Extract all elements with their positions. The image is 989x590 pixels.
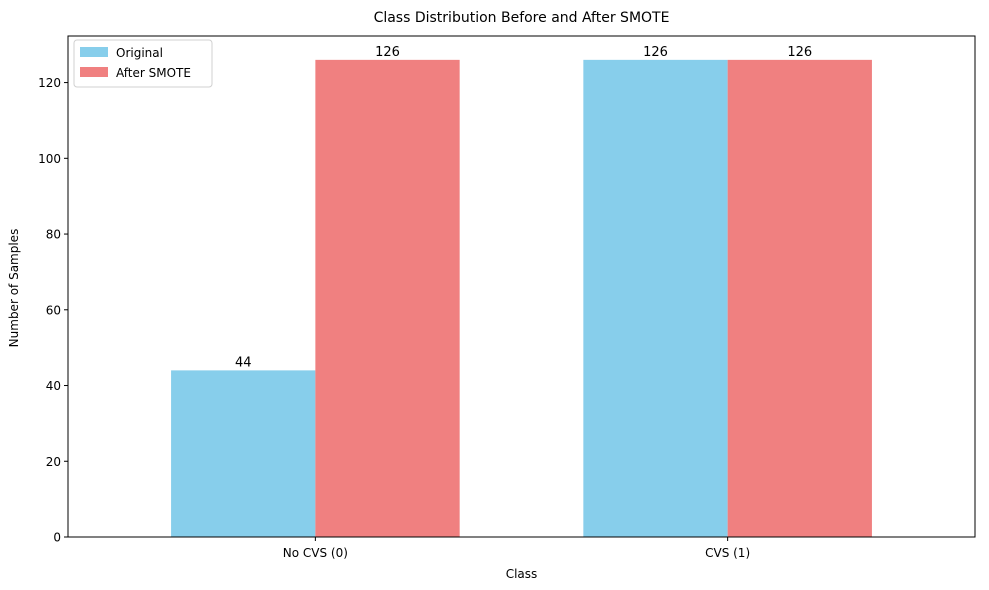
legend-swatch — [80, 67, 108, 77]
bar-original-0 — [171, 370, 316, 537]
legend: Original After SMOTE — [73, 39, 213, 88]
bar-after-smote-0 — [315, 59, 460, 538]
bar-after-smote-1 — [727, 59, 872, 538]
legend-label: After SMOTE — [116, 66, 191, 80]
x-tick-label: No CVS (0) — [283, 546, 348, 560]
bar-original-1 — [583, 59, 728, 538]
data-label: 126 — [643, 45, 668, 60]
y-tick-label: 100 — [38, 152, 61, 166]
y-axis-label: Number of Samples — [7, 229, 21, 348]
y-tick-label: 80 — [46, 228, 61, 242]
y-tick-label: 20 — [46, 455, 61, 469]
legend-swatch — [80, 47, 108, 57]
legend-box — [73, 39, 213, 88]
chart-title: Class Distribution Before and After SMOT… — [374, 10, 670, 26]
y-tick-label: 120 — [38, 76, 61, 90]
y-tick-label: 60 — [46, 303, 61, 317]
legend-label: Original — [116, 46, 163, 60]
data-label: 126 — [375, 45, 400, 60]
y-tick-label: 0 — [53, 531, 61, 545]
data-label: 126 — [787, 45, 812, 60]
data-label: 44 — [235, 355, 252, 370]
x-tick-label: CVS (1) — [705, 546, 750, 560]
x-axis-label: Class — [506, 567, 538, 581]
axes-frame — [67, 35, 976, 538]
plot-area: 44 126 126 126 0 20 40 60 80 100 120 No CVS (0) CVS … — [38, 35, 976, 560]
y-tick-label: 40 — [46, 379, 61, 393]
